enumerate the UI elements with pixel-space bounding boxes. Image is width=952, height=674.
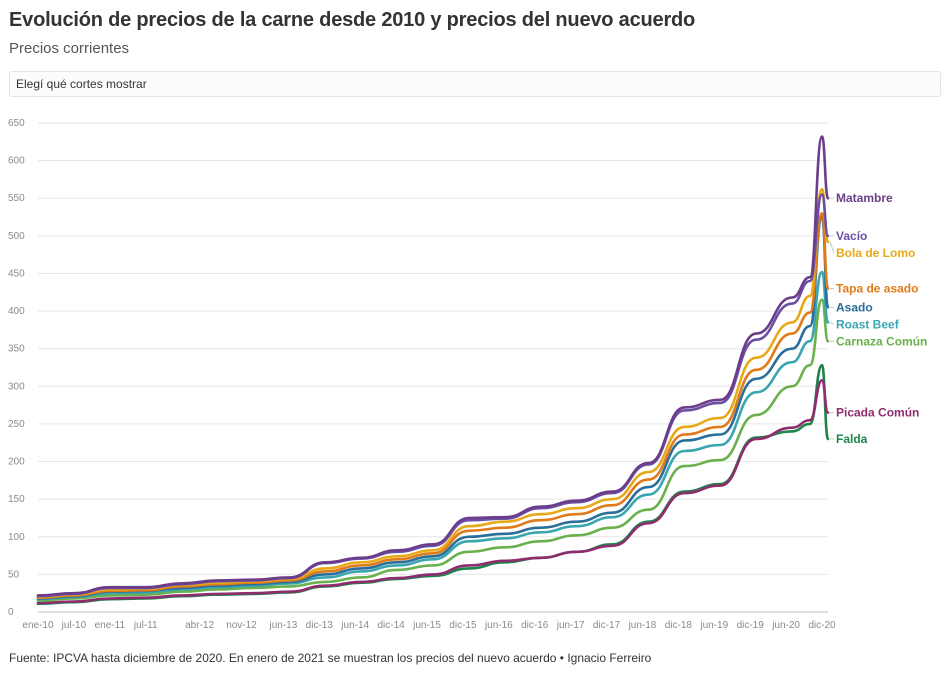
chart-subtitle: Precios corrientes	[9, 40, 130, 57]
series-lines	[36, 135, 830, 605]
x-tick-label: dic-13	[306, 620, 334, 631]
x-tick-label: jul-11	[133, 620, 158, 631]
series-line-matambre	[36, 135, 830, 597]
label-leader	[829, 321, 835, 325]
series-label: Bola de Lomo	[836, 246, 915, 260]
source-note: Fuente: IPCVA hasta diciembre de 2020. E…	[9, 651, 652, 665]
series-label: Tapa de asado	[836, 282, 918, 296]
x-tick-label: dic-14	[377, 620, 405, 631]
series-label: Matambre	[836, 191, 893, 205]
x-tick-label: jun-17	[556, 620, 585, 631]
x-tick-label: jun-16	[484, 620, 513, 631]
x-tick-label: nov-12	[226, 620, 257, 631]
series-line-bola-de-lomo	[36, 187, 830, 599]
x-tick-label: dic-17	[593, 620, 621, 631]
x-tick-label: jun-18	[628, 620, 657, 631]
x-tick-label: jun-19	[699, 620, 728, 631]
x-tick-label: jun-14	[340, 620, 369, 631]
y-tick-label: 300	[8, 381, 25, 392]
cut-selector-dropdown[interactable]: Elegí qué cortes mostrar	[9, 71, 941, 97]
series-label: Falda	[836, 432, 868, 446]
series-label: Asado	[836, 300, 873, 314]
chart-title: Evolución de precios de la carne desde 2…	[9, 9, 696, 31]
y-tick-label: 350	[8, 344, 25, 355]
y-tick-label: 450	[8, 268, 25, 279]
series-line-picada-común	[36, 379, 830, 605]
y-tick-label: 150	[8, 494, 25, 505]
x-tick-label: ene-10	[22, 620, 54, 631]
series-line-roast-beef	[36, 270, 830, 601]
grid-lines	[38, 122, 828, 613]
y-tick-label: 100	[8, 532, 25, 543]
y-tick-label: 50	[8, 569, 20, 580]
y-tick-label: 650	[8, 118, 25, 129]
x-tick-label: jun-13	[268, 620, 297, 631]
series-label: Vacío	[836, 229, 867, 243]
y-tick-label: 0	[8, 607, 14, 618]
y-axis-ticks: 0 50 100 150 200 250 300 350 400 450 500 550 600 650	[8, 118, 25, 618]
y-tick-label: 400	[8, 306, 25, 317]
x-tick-label: dic-16	[521, 620, 549, 631]
x-tick-label: dic-15	[449, 620, 477, 631]
series-label: Roast Beef	[836, 317, 900, 331]
series-line-asado	[36, 215, 830, 600]
x-tick-label: jul-10	[61, 620, 87, 631]
series-line-tapa-de-asado	[36, 212, 830, 599]
y-tick-label: 500	[8, 231, 25, 242]
series-line-vacío	[36, 193, 830, 598]
y-tick-label: 200	[8, 457, 25, 468]
x-tick-label: jun-20	[771, 620, 800, 631]
series-labels: Matambre Vacío Bola de Lomo Tapa de asado As…	[829, 191, 927, 446]
x-tick-label: ene-11	[95, 620, 126, 631]
label-leader	[829, 241, 835, 254]
series-line-carnaza-común	[36, 298, 830, 602]
x-tick-label: dic-20	[808, 620, 836, 631]
x-tick-label: abr-12	[185, 620, 214, 631]
y-tick-label: 250	[8, 419, 25, 430]
series-label: Carnaza Común	[836, 334, 927, 348]
y-tick-label: 600	[8, 156, 25, 167]
y-tick-label: 550	[8, 193, 25, 204]
x-axis-ticks: ene-10 jul-10 ene-11 jul-11 abr-12 nov-12 jun-…	[22, 620, 836, 631]
x-tick-label: dic-18	[665, 620, 693, 631]
cut-selector-label: Elegí qué cortes mostrar	[16, 77, 147, 91]
x-tick-label: jun-15	[412, 620, 441, 631]
series-label: Picada Común	[836, 406, 919, 420]
x-tick-label: dic-19	[737, 620, 765, 631]
